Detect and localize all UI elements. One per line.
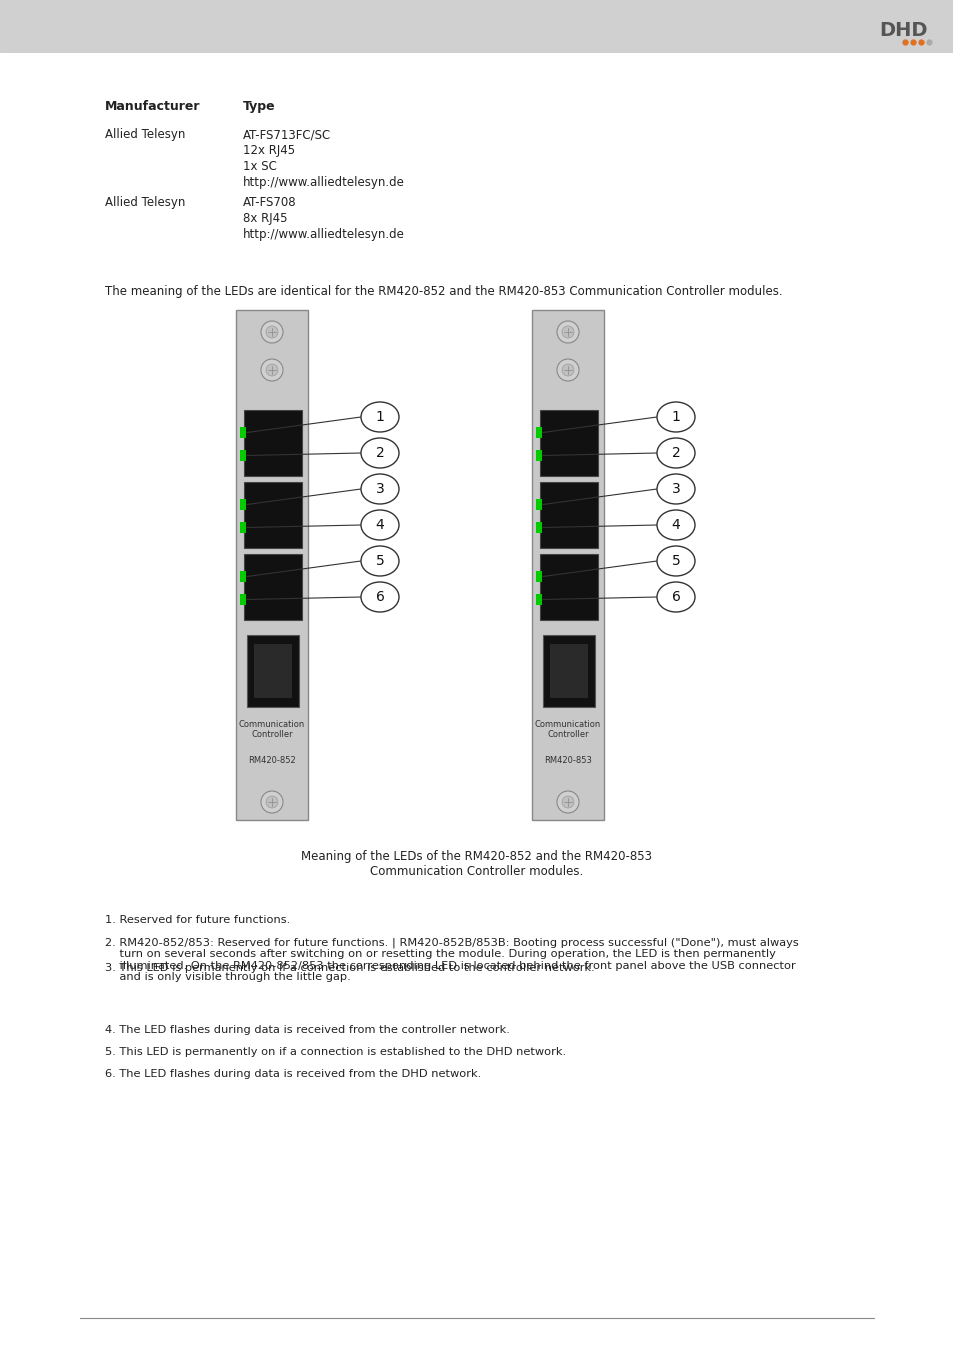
Text: DHD: DHD [879,20,927,39]
Text: 6. The LED flashes during data is received from the DHD network.: 6. The LED flashes during data is receiv… [105,1069,480,1079]
Ellipse shape [360,403,398,432]
Text: 1: 1 [671,409,679,424]
Text: 2: 2 [375,446,384,459]
Text: http://www.alliedtelesyn.de: http://www.alliedtelesyn.de [243,176,404,189]
Ellipse shape [657,474,695,504]
Bar [244,554,302,620]
Text: 2. RM420-852/853: Reserved for future functions. | RM420-852B/853B: Booting proc: 2. RM420-852/853: Reserved for future fu… [105,938,798,982]
Bar [536,499,541,509]
Circle shape [557,322,578,343]
Bar [253,644,292,698]
Ellipse shape [360,438,398,467]
Text: 5. This LED is permanently on if a connection is established to the DHD network.: 5. This LED is permanently on if a conne… [105,1047,565,1056]
Bar [536,594,541,605]
Text: 6: 6 [671,590,679,604]
Circle shape [261,359,283,381]
Circle shape [561,363,574,376]
Text: 12x RJ45: 12x RJ45 [243,145,294,157]
Circle shape [266,796,277,808]
Text: Allied Telesyn: Allied Telesyn [105,196,185,209]
Bar [240,571,246,582]
Text: Manufacturer: Manufacturer [105,100,200,113]
Bar [539,554,598,620]
Text: 4: 4 [671,517,679,532]
Circle shape [261,322,283,343]
Text: 6: 6 [375,590,384,604]
Text: 3: 3 [375,482,384,496]
Text: 1: 1 [375,409,384,424]
Ellipse shape [657,438,695,467]
Text: AT-FS713FC/SC: AT-FS713FC/SC [243,128,331,141]
Bar [0,0,953,51]
Text: Communication
Controller: Communication Controller [535,720,600,739]
Circle shape [561,796,574,808]
Ellipse shape [360,582,398,612]
Text: 3: 3 [671,482,679,496]
Text: Communication
Controller: Communication Controller [238,720,305,739]
Text: AT-FS708: AT-FS708 [243,196,296,209]
Ellipse shape [657,509,695,540]
Bar [532,309,603,820]
Bar [542,635,595,707]
Text: 5: 5 [375,554,384,567]
Bar [536,521,541,534]
Circle shape [266,326,277,338]
Ellipse shape [657,546,695,576]
Bar [240,427,246,438]
Bar [536,571,541,582]
Bar [240,450,246,461]
Text: 4. The LED flashes during data is received from the controller network.: 4. The LED flashes during data is receiv… [105,1025,509,1035]
Circle shape [266,363,277,376]
Text: Meaning of the LEDs of the RM420-852 and the RM420-853
Communication Controller : Meaning of the LEDs of the RM420-852 and… [301,850,652,878]
Bar [247,635,298,707]
Text: 1. Reserved for future functions.: 1. Reserved for future functions. [105,915,290,925]
Bar [235,309,308,820]
Bar [550,644,587,698]
Text: Type: Type [243,100,275,113]
Circle shape [557,790,578,813]
Text: 3. This LED is permanently on if a connection is established to the controller n: 3. This LED is permanently on if a conne… [105,963,594,973]
Text: The meaning of the LEDs are identical for the RM420-852 and the RM420-853 Commun: The meaning of the LEDs are identical fo… [105,285,781,299]
Text: RM420-852: RM420-852 [248,757,295,765]
Bar [244,409,302,476]
Bar [240,499,246,509]
Text: 4: 4 [375,517,384,532]
Circle shape [261,790,283,813]
Text: Allied Telesyn: Allied Telesyn [105,128,185,141]
Text: RM420-853: RM420-853 [543,757,591,765]
Ellipse shape [360,474,398,504]
Bar [536,427,541,438]
Bar [240,521,246,534]
Text: http://www.alliedtelesyn.de: http://www.alliedtelesyn.de [243,228,404,240]
Bar [539,409,598,476]
Ellipse shape [657,403,695,432]
Bar [240,594,246,605]
Text: 5: 5 [671,554,679,567]
Circle shape [561,326,574,338]
Text: 1x SC: 1x SC [243,159,276,173]
Text: 8x RJ45: 8x RJ45 [243,212,287,226]
Ellipse shape [360,546,398,576]
Ellipse shape [657,582,695,612]
Ellipse shape [360,509,398,540]
Bar [536,450,541,461]
Text: 2: 2 [671,446,679,459]
Bar [244,482,302,549]
Circle shape [557,359,578,381]
Bar [539,482,598,549]
